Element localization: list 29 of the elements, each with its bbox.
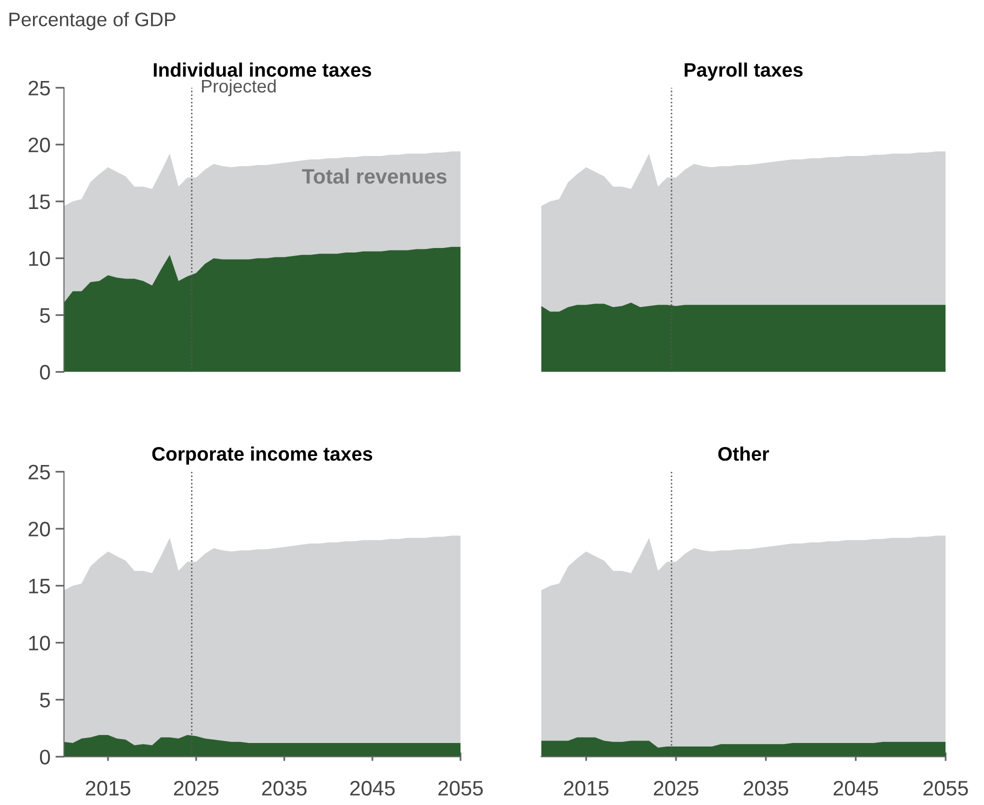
x-tick-label: 2025 (174, 780, 218, 796)
chart-title: Payroll taxes (684, 62, 803, 81)
y-tick-label: 0 (40, 750, 50, 764)
chart-title: Corporate income taxes (152, 446, 372, 465)
y-tick-label: 5 (40, 308, 50, 323)
x-tick-label: 2035 (262, 780, 307, 796)
x-tick-label: 2025 (654, 780, 698, 796)
y-tick-label: 20 (28, 522, 50, 536)
x-tick-label: 2055 (438, 780, 483, 796)
y-tick-label: 25 (28, 464, 50, 480)
chart-title: Individual income taxes (154, 62, 372, 77)
chart-title: Other (718, 446, 770, 461)
x-tick-label: 2045 (350, 780, 395, 796)
x-tick-label: 2015 (564, 780, 608, 796)
x-tick-label: 2015 (86, 780, 130, 796)
y-tick-label: 10 (29, 251, 50, 266)
y-tick-label: 5 (40, 692, 50, 708)
y-tick-label: 10 (29, 636, 50, 650)
y-tick-label: 15 (29, 578, 50, 594)
y-tick-label: 25 (28, 80, 50, 96)
y-tick-label: 0 (40, 364, 50, 380)
y-axis-title: Percentage of GDP (9, 12, 176, 30)
y-tick-label: 15 (29, 194, 50, 210)
x-tick-label: 2035 (744, 780, 788, 796)
x-tick-label: 2055 (924, 780, 968, 796)
y-tick-label: 20 (28, 138, 50, 152)
series-label: Total revenues (302, 168, 446, 184)
ref-line-label: Projected (202, 79, 276, 96)
x-tick-label: 2045 (834, 780, 878, 796)
